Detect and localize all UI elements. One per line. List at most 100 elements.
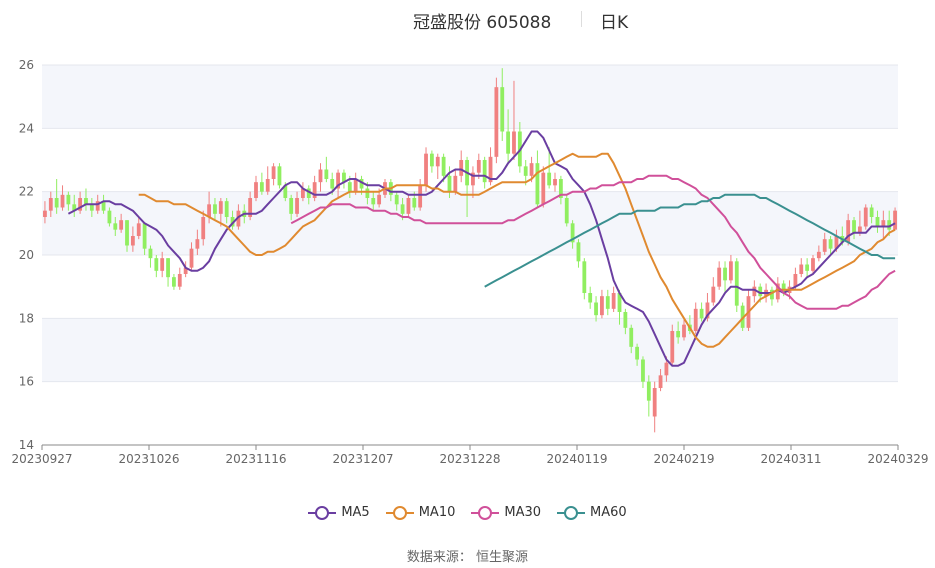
- candle-body: [893, 210, 897, 230]
- candle-body: [846, 220, 851, 243]
- candle-body: [863, 207, 868, 227]
- candle-body: [207, 204, 212, 217]
- candle-body: [300, 188, 305, 198]
- candle-body: [412, 198, 417, 208]
- candle-body: [113, 223, 118, 230]
- candle-body: [447, 175, 452, 192]
- candle-body: [236, 210, 241, 227]
- chart-title-row: 冠盛股份 605088 日K: [0, 6, 935, 33]
- candle-body: [78, 198, 83, 211]
- legend-swatch: [557, 505, 586, 520]
- legend-item-ma30[interactable]: MA30: [471, 505, 541, 520]
- candle-body: [394, 194, 399, 205]
- y-tick-label: 18: [19, 311, 34, 325]
- legend-label: MA30: [504, 505, 542, 520]
- candle-body: [429, 153, 434, 167]
- candle-body: [717, 267, 722, 287]
- candle-body: [424, 153, 428, 186]
- legend-item-ma5[interactable]: MA5: [308, 505, 370, 520]
- candle-body: [89, 204, 94, 211]
- y-tick-label: 20: [19, 248, 34, 262]
- candle-body: [295, 198, 299, 214]
- candle-body: [119, 220, 124, 230]
- candle-body: [125, 220, 129, 246]
- candle-body: [564, 198, 569, 224]
- candle-body: [793, 274, 798, 287]
- y-tick-label: 24: [19, 121, 34, 135]
- candle-body: [781, 283, 786, 293]
- candle-body: [95, 201, 100, 211]
- x-tick-label: 20231116: [225, 452, 286, 466]
- candle-body: [248, 198, 253, 217]
- title-separator: [581, 11, 582, 27]
- candle-body: [183, 267, 188, 274]
- candle-body: [758, 286, 763, 297]
- candle-body: [664, 362, 669, 376]
- legend-label: MA5: [341, 505, 370, 520]
- y-tick-label: 26: [19, 58, 34, 72]
- candle-body: [353, 179, 358, 192]
- candle-body: [48, 198, 53, 211]
- candle-body: [218, 201, 223, 214]
- candle-body: [482, 160, 487, 183]
- candle-body: [770, 289, 774, 300]
- legend-item-ma60[interactable]: MA60: [557, 505, 627, 520]
- candle-body: [658, 375, 663, 388]
- candle-body: [136, 223, 141, 236]
- candle-body: [230, 217, 235, 227]
- candle-body: [682, 324, 686, 338]
- candle-body: [306, 188, 311, 198]
- candle-body: [869, 207, 874, 217]
- candle-body: [289, 198, 294, 214]
- candle-body: [172, 277, 176, 287]
- candle-body: [699, 308, 704, 319]
- candle-body: [459, 160, 464, 176]
- candle-body: [324, 169, 329, 179]
- y-tick-label: 14: [19, 438, 34, 452]
- candle-body: [535, 163, 540, 205]
- candle-body: [728, 261, 733, 281]
- candle-body: [811, 258, 815, 271]
- candle-body: [582, 261, 587, 293]
- candle-body: [359, 179, 364, 189]
- candle-body: [177, 274, 182, 287]
- x-tick-label: 20231026: [118, 452, 179, 466]
- candle-body: [875, 217, 880, 227]
- candle-body: [705, 302, 710, 319]
- candle-body: [259, 182, 264, 192]
- candle-body: [576, 242, 581, 262]
- candle-body: [441, 156, 446, 176]
- candle-body: [312, 182, 317, 198]
- candle-body: [336, 172, 340, 189]
- candle-body: [652, 388, 657, 417]
- candle-body: [512, 131, 516, 154]
- candle-body: [541, 172, 546, 205]
- candle-body: [834, 236, 839, 249]
- candle-body: [822, 239, 827, 252]
- period-label[interactable]: 日K: [600, 13, 629, 33]
- candle-body: [54, 198, 59, 208]
- candle-body: [740, 305, 745, 328]
- candle-body: [189, 248, 194, 268]
- candle-body: [494, 87, 499, 157]
- x-tick-label: 20240311: [760, 452, 821, 466]
- candle-body: [558, 179, 563, 198]
- grid-band: [42, 65, 898, 129]
- candle-body: [506, 131, 511, 154]
- candle-body: [283, 185, 288, 198]
- candle-body: [734, 261, 739, 306]
- y-tick-label: 22: [19, 185, 34, 199]
- legend-label: MA60: [590, 505, 627, 520]
- candle-body: [160, 258, 165, 271]
- candle-body: [553, 179, 557, 186]
- data-source: 数据来源： 恒生聚源: [406, 550, 529, 565]
- candle-body: [254, 182, 258, 198]
- x-tick-label: 20230927: [11, 452, 72, 466]
- legend-item-ma10[interactable]: MA10: [385, 505, 455, 520]
- candle-body: [670, 331, 675, 363]
- series-line-ma60: [484, 193, 896, 288]
- series-line-ma30: [290, 174, 896, 310]
- candle-body: [66, 194, 71, 205]
- candle-body: [265, 179, 270, 192]
- candle-body: [224, 201, 229, 217]
